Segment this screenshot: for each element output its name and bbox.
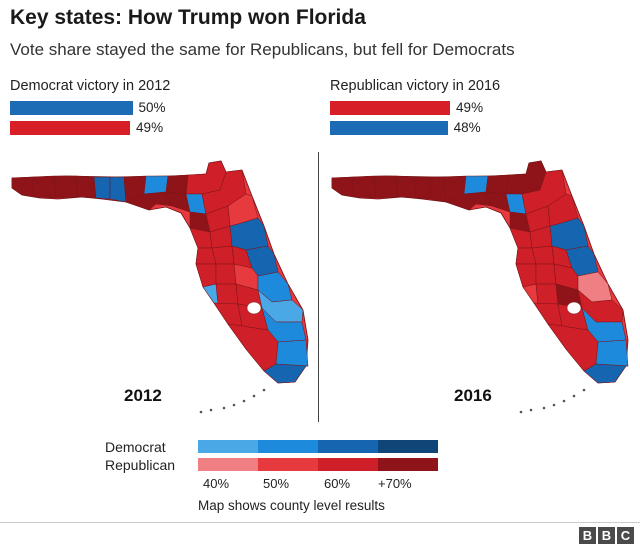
result-heading: Democrat victory in 2012 [10,78,171,94]
county-shape [31,175,57,199]
result-heading: Republican victory in 2016 [330,78,501,94]
county-shape [11,176,35,198]
result-row: 50% [10,98,170,117]
county-shape [195,263,217,288]
bbc-logo: B B C [579,527,634,544]
legend-swatch-dem-3 [318,440,378,453]
county-shape [351,175,377,199]
florida-keys-island [572,394,576,398]
footer-divider [0,522,640,523]
result-bar-republican-2016 [330,100,451,115]
florida-keys-island [242,399,246,403]
result-row: 48% [330,118,500,137]
county-shape [331,176,355,198]
county-shape [185,160,227,195]
county-shape [522,283,539,305]
florida-map-2016: 2016 [326,150,636,420]
result-pct: 48% [453,120,481,135]
county-shape [211,245,235,265]
county-shape [395,175,417,199]
result-row: 49% [330,98,500,117]
county-shape [373,175,399,199]
county-shape [202,283,219,305]
florida-keys-island [562,399,566,403]
florida-keys-island [519,410,523,414]
florida-keys-island [252,394,256,398]
legend-swatch-dem-4 [378,440,438,453]
county-shape [595,339,629,367]
lake-okeechobee [246,301,262,315]
florida-map-2012: 2012 [6,150,316,420]
result-2012: Democrat victory in 2012 50% 49% [10,78,170,138]
county-shape [275,339,309,367]
map-year-label: 2012 [124,386,162,405]
county-shape [215,263,237,285]
county-shape [213,302,243,327]
result-row: 49% [10,118,170,137]
chart-title: Key states: How Trump won Florida [10,6,366,29]
legend-tick: 40% [203,476,230,491]
legend-tick: 50% [263,476,290,491]
lake-okeechobee [566,301,582,315]
county-shape [515,263,537,288]
county-shape [143,175,169,195]
county-shape [109,176,127,203]
county-shape [463,175,489,195]
county-shape [429,176,447,203]
result-pct: 49% [136,120,164,135]
county-shape [413,176,431,200]
florida-keys-island [542,406,546,410]
county-shape [533,302,563,327]
florida-keys-island [232,403,236,407]
county-shape [531,245,555,265]
county-shape [535,263,557,285]
florida-keys-island [222,406,226,410]
result-pct: 50% [138,100,166,115]
county-shape [93,176,111,200]
county-shape [75,175,97,199]
map-divider [318,152,319,422]
florida-keys-island [552,403,556,407]
legend-swatch-dem-2 [258,440,318,453]
legend-label-democrat: Democrat [105,439,166,455]
result-2016: Republican victory in 2016 49% 48% [330,78,500,138]
bbc-logo-letter: B [598,527,615,544]
chart-subtitle: Vote share stayed the same for Republica… [10,40,515,59]
bbc-logo-letter: C [617,527,634,544]
county-shape [53,175,79,199]
legend-tick: 60% [324,476,351,491]
florida-keys-island [209,408,213,412]
result-pct: 49% [456,100,484,115]
legend-swatch-rep-2 [258,458,318,471]
result-bar-republican-2012 [10,120,131,135]
bbc-logo-letter: B [579,527,596,544]
map-svg-2012 [11,160,309,414]
florida-keys-island [262,388,266,392]
county-shape [215,283,239,305]
county-shape [535,283,559,305]
legend-swatch-rep-1 [198,458,258,471]
florida-keys-island [199,410,203,414]
map-svg-2016 [331,160,629,414]
result-bar-democrat-2012 [10,100,133,115]
florida-keys-island [582,388,586,392]
result-bar-democrat-2016 [330,120,448,135]
legend-swatch-rep-4 [378,458,438,471]
legend-tick: +70% [378,476,412,491]
legend-label-republican: Republican [105,457,176,473]
county-shape [165,174,189,195]
county-shape [263,363,309,384]
county-shape [505,160,547,195]
map-year-label: 2016 [454,386,492,405]
county-shape [485,174,509,195]
legend-note: Map shows county level results [198,498,385,513]
county-shape [583,363,629,384]
legend-swatch-rep-3 [318,458,378,471]
florida-keys-island [529,408,533,412]
legend-swatch-dem-1 [198,440,258,453]
